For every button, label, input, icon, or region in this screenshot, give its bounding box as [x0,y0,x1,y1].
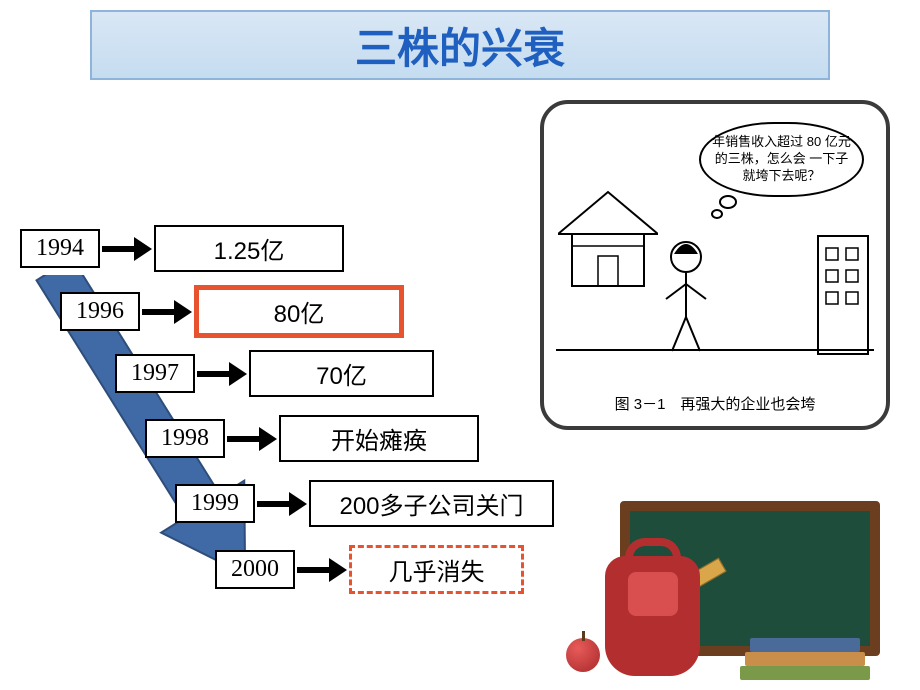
slide: 三株的兴衰 19941.25亿199680亿199770亿1998开始瘫痪199… [0,0,920,690]
timeline-row: 1997 70亿 [115,350,434,397]
title-bar: 三株的兴衰 [90,10,830,80]
timeline-row: 2000 几乎消失 [215,545,524,594]
arrow-right-icon [102,239,152,259]
backpack-decor [605,556,700,676]
cartoon-caption: 图 3－1 再强大的企业也会垮 [544,393,886,414]
timeline-row: 1998 开始瘫痪 [145,415,479,462]
building-icon [812,234,872,364]
house-icon [558,186,658,296]
year-box: 1996 [60,292,140,331]
year-box: 2000 [215,550,295,589]
timeline-row: 1994 1.25亿 [20,225,344,272]
thought-bubble: 年销售收入超过 80 亿元的三株，怎么会 一下子就垮下去呢？ [699,122,864,197]
apple-decor [566,638,600,672]
year-box: 1994 [20,229,100,268]
year-box: 1997 [115,354,195,393]
cartoon-panel: 年销售收入超过 80 亿元的三株，怎么会 一下子就垮下去呢？ 图 3－1 再强大… [540,100,890,430]
year-box: 1998 [145,419,225,458]
value-box: 200多子公司关门 [309,480,554,527]
books-decor [740,638,870,680]
timeline-row: 1996 80亿 [60,285,404,338]
arrow-right-icon [297,560,347,580]
value-box: 80亿 [194,285,404,338]
value-box: 70亿 [249,350,434,397]
value-box: 开始瘫痪 [279,415,479,462]
arrow-right-icon [227,429,277,449]
thought-text: 年销售收入超过 80 亿元的三株，怎么会 一下子就垮下去呢？ [712,134,851,183]
value-box: 1.25亿 [154,225,344,272]
year-box: 1999 [175,484,255,523]
ground-line [556,349,874,351]
arrow-right-icon [197,364,247,384]
arrow-right-icon [257,494,307,514]
slide-title: 三株的兴衰 [355,15,565,76]
value-box: 几乎消失 [349,545,524,594]
arrow-right-icon [142,302,192,322]
timeline-row: 1999 200多子公司关门 [175,480,554,527]
person-icon [654,239,724,359]
